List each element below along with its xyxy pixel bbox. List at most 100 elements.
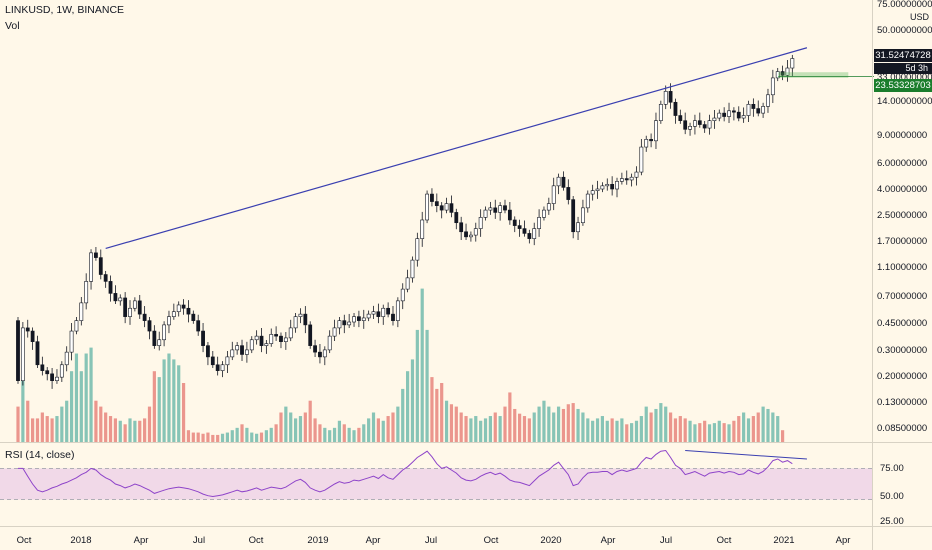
volume-bar (220, 433, 225, 442)
volume-bar (454, 406, 458, 442)
candle-down (678, 115, 683, 121)
volume-bar (780, 430, 785, 442)
time-tick-label: 2018 (70, 535, 92, 546)
volume-bar (542, 400, 546, 442)
candle-up (658, 103, 663, 121)
candle-up (400, 288, 405, 302)
volume-bar (216, 434, 220, 442)
candle-down (503, 205, 507, 211)
volume-bar (347, 427, 351, 442)
volume-bar (367, 418, 371, 442)
candle-up (176, 304, 181, 313)
volume-bar (225, 432, 230, 442)
volume-bar (308, 400, 312, 442)
candle-down (527, 233, 532, 239)
candle-down (449, 203, 454, 213)
volume-bar (766, 408, 770, 442)
candle-down (215, 364, 220, 371)
candle-down (201, 330, 205, 346)
volume-bar (94, 400, 98, 442)
volume-bar (776, 416, 780, 442)
candle-up (425, 193, 429, 221)
volume-bar (518, 413, 522, 442)
volume-bar (113, 418, 117, 442)
time-tick-label: Apr (365, 535, 381, 546)
volume-bar (595, 418, 600, 442)
volume-bar (488, 416, 492, 442)
candle-down (512, 219, 517, 226)
candle-up (235, 345, 240, 351)
symbol-title[interactable]: LINKUSD, 1W, BINANCE (5, 4, 125, 16)
price-tick-label: 2.50000000 (877, 210, 928, 221)
volume-histogram (16, 288, 785, 442)
price-tick-label: 0.20000000 (877, 371, 928, 382)
candle-up (132, 300, 137, 309)
candle-up (542, 209, 546, 218)
volume-bar (211, 434, 215, 442)
candle-up (74, 320, 79, 332)
candle-up (59, 364, 64, 378)
currency-label: USD (910, 12, 930, 22)
candle-down (196, 320, 201, 332)
volume-bar (181, 383, 186, 442)
candle-up (322, 349, 327, 358)
volume-bar (191, 432, 195, 442)
pane-separator[interactable] (0, 442, 932, 443)
volume-bar (264, 430, 268, 442)
volume-bar (630, 423, 634, 442)
time-tick-label: Oct (16, 535, 32, 546)
volume-bar (381, 420, 385, 442)
candle-up (118, 297, 123, 302)
time-tick-label: Jul (192, 535, 206, 546)
price-tick-label: 6.00000000 (877, 158, 928, 169)
candle-up (707, 120, 712, 129)
volume-bar (138, 420, 142, 442)
price-tick-label: 0.70000000 (877, 291, 928, 302)
volume-bar (581, 412, 585, 442)
candle-up (712, 117, 717, 121)
volume-bar (625, 424, 629, 442)
candle-down (152, 330, 157, 346)
candle-down (45, 370, 50, 375)
candle-down (434, 201, 439, 206)
candle-up (532, 228, 537, 239)
candle-down (240, 345, 244, 355)
volume-bar (298, 416, 303, 442)
candle-up (332, 327, 337, 337)
volume-bar (586, 418, 590, 442)
volume-bar (703, 420, 707, 442)
candle-down (731, 110, 736, 113)
candle-up (171, 311, 176, 317)
price-tick-label: 1.70000000 (877, 236, 928, 247)
time-tick-label: Apr (600, 535, 616, 546)
rsi-label[interactable]: RSI (14, close) (5, 449, 75, 461)
volume-bar (133, 420, 137, 442)
volume-bar (401, 388, 405, 442)
candle-up (634, 171, 639, 178)
volume-bar (245, 427, 249, 442)
volume-bar (707, 424, 712, 442)
volume-bar (147, 406, 152, 442)
candle-up (79, 302, 84, 321)
volume-bar (293, 418, 298, 442)
volume-bar (152, 371, 156, 442)
volume-bar (591, 420, 595, 442)
volume-bar (761, 406, 765, 442)
volume-bar (357, 427, 361, 442)
volume-label[interactable]: Vol (5, 20, 20, 32)
candle-up (55, 376, 59, 381)
volume-bar (620, 418, 624, 442)
volume-bar (576, 408, 580, 442)
volume-bar (328, 430, 332, 442)
volume-bar (40, 412, 44, 442)
candle-down (561, 176, 566, 188)
price-tick-label: 14.00000000 (877, 96, 932, 107)
candle-up (654, 120, 658, 142)
candle-up (162, 324, 167, 341)
candles (16, 54, 795, 389)
volume-bar (742, 412, 746, 442)
candle-down (376, 311, 381, 317)
volume-bar (240, 424, 244, 442)
candle-down (756, 108, 761, 114)
